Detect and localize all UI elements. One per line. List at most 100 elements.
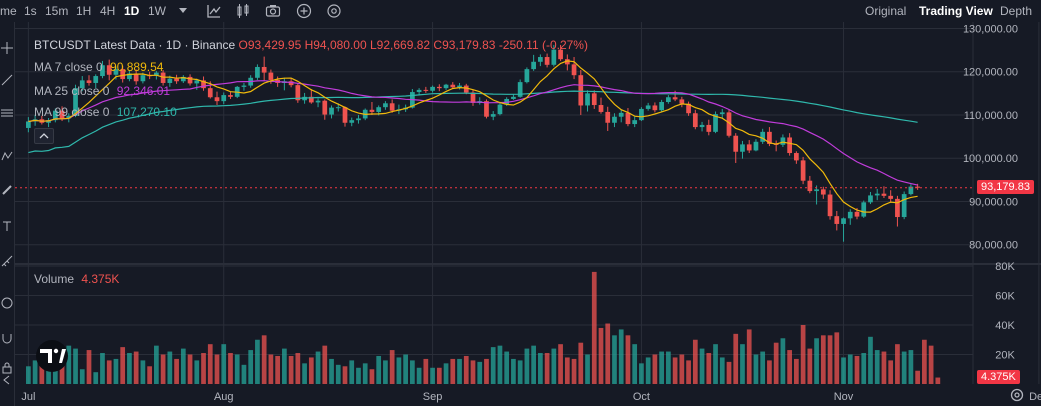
indicators-icon[interactable]: [206, 3, 222, 19]
volume-bar: [538, 353, 543, 384]
volume-bar: [234, 354, 240, 384]
volume-bar: [639, 363, 644, 384]
time-tick-label: Dec: [1029, 391, 1041, 403]
candle-body: [706, 124, 712, 132]
price-axis[interactable]: 130,000.00 120,000.00 110,000.00 100,000.00…: [963, 23, 1018, 251]
lock-icon[interactable]: [1, 362, 13, 374]
candle-body: [26, 121, 31, 128]
collapse-legend-button[interactable]: [34, 128, 54, 144]
candle-body: [133, 73, 139, 82]
volume-bar: [726, 361, 732, 384]
candle-body: [490, 114, 496, 117]
candle-body: [511, 96, 516, 99]
volume-bar: [827, 335, 833, 384]
collapse-icon[interactable]: [1, 374, 13, 386]
ohlc-close: C93,179.83: [433, 38, 496, 52]
candle-body: [618, 112, 624, 117]
volume-bar: [396, 357, 402, 384]
candle-body: [915, 186, 920, 188]
volume-bar: [625, 335, 631, 384]
volume-bar: [221, 344, 227, 384]
volume-bar: [255, 339, 260, 384]
volume-bar: [511, 358, 516, 384]
volume-bar: [450, 358, 456, 384]
candle-body: [834, 216, 840, 224]
interval-1h[interactable]: 1H: [76, 4, 92, 18]
volume-bar: [760, 351, 766, 384]
candle-body: [868, 195, 873, 203]
candle-body: [187, 76, 193, 84]
chart-area[interactable]: 130,000.00 120,000.00 110,000.00 100,000.00…: [15, 22, 1041, 406]
volume-axis[interactable]: 80K 60K 40K 20K: [995, 261, 1015, 362]
interval-15m[interactable]: 15m: [45, 4, 69, 18]
volume-bar: [497, 345, 503, 384]
chevron-up-icon: [39, 133, 49, 139]
volume-bar: [32, 360, 38, 384]
candle-style-icon[interactable]: [235, 3, 251, 19]
candle-body: [699, 124, 705, 128]
candle-body: [79, 80, 85, 89]
ohlc-open: O93,429.95: [238, 38, 302, 52]
volume-bar: [46, 361, 51, 384]
candle-body: [463, 85, 469, 93]
camera-icon[interactable]: [265, 3, 281, 19]
volume-bar: [410, 360, 415, 384]
ma7-legend[interactable]: MA 7 close 0 90,889.54: [34, 60, 163, 74]
settings-gear-icon[interactable]: [1010, 388, 1024, 402]
volume-bar: [241, 364, 247, 384]
ma7-line: [28, 60, 918, 213]
volume-bar: [881, 351, 887, 384]
view-depth[interactable]: Depth: [1000, 4, 1033, 18]
interval-1s[interactable]: 1s: [24, 4, 37, 18]
price-tick-label: 90,000.00: [969, 196, 1018, 208]
candle-body: [564, 59, 570, 65]
interval-partial[interactable]: me: [0, 4, 17, 18]
volume-bar: [268, 354, 274, 384]
trend-line-icon[interactable]: [1, 74, 13, 86]
volume-bar: [591, 271, 597, 384]
volume-bar: [295, 353, 301, 384]
symbol-legend[interactable]: BTCUSDT Latest Data · 1D · Binance O93,4…: [34, 38, 588, 52]
volume-legend[interactable]: Volume 4.375K: [34, 272, 119, 286]
time-axis[interactable]: Jul Aug Sep Oct Nov Dec: [21, 391, 1041, 403]
interval-1w[interactable]: 1W: [148, 4, 166, 18]
zoom-icon[interactable]: [1, 297, 13, 309]
time-tick-label: Oct: [633, 391, 650, 403]
volume-bar: [780, 338, 786, 384]
candle-body: [888, 195, 894, 199]
view-trading-view[interactable]: Trading View: [919, 4, 993, 18]
brush-icon[interactable]: [1, 184, 13, 196]
ma25-legend[interactable]: MA 25 close 0 92,346.01: [34, 84, 170, 98]
volume-tick-label: 40K: [995, 320, 1015, 332]
candle-body: [497, 104, 503, 115]
ma99-legend[interactable]: MA 99 close 0 107,270.10: [34, 105, 177, 119]
interval-1d[interactable]: 1D: [124, 4, 140, 18]
candle-body: [753, 141, 759, 151]
crosshair-icon[interactable]: [1, 42, 13, 54]
pattern-icon[interactable]: [1, 150, 13, 162]
text-icon[interactable]: [1, 220, 13, 232]
tradingview-logo[interactable]: [36, 340, 68, 372]
volume-bar: [753, 354, 759, 384]
volume-bar: [807, 348, 813, 384]
interval-4h[interactable]: 4H: [100, 4, 116, 18]
settings-icon[interactable]: [326, 3, 342, 19]
candle-body: [639, 108, 644, 121]
chevron-down-icon[interactable]: [178, 7, 188, 15]
candle-body: [106, 65, 112, 75]
volume-bar: [706, 353, 712, 384]
add-circle-icon[interactable]: [296, 3, 312, 19]
candle-body: [194, 80, 200, 84]
volume-bar: [147, 366, 152, 384]
magnet-icon[interactable]: [1, 332, 13, 344]
candlesticks: [26, 44, 920, 242]
time-tick-label: Jul: [21, 391, 35, 403]
volume-bar: [187, 354, 193, 384]
fib-icon[interactable]: [1, 107, 13, 119]
volume-bar: [167, 351, 173, 384]
measure-icon[interactable]: [1, 255, 13, 267]
volume-bar: [52, 363, 58, 384]
candle-body: [591, 93, 597, 106]
volume-bar: [733, 333, 739, 384]
view-original[interactable]: Original: [865, 4, 907, 18]
